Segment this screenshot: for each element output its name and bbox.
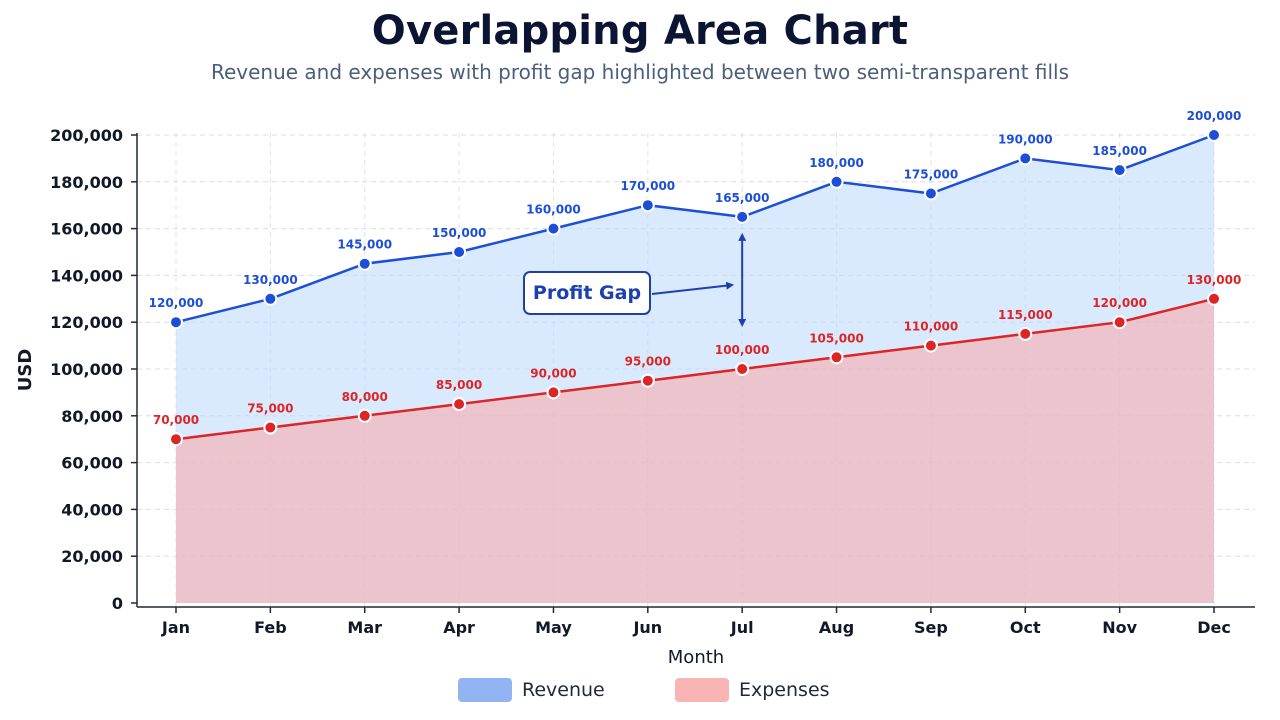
data-label-revenue: 180,000: [809, 156, 864, 170]
x-tick-label: Feb: [254, 618, 287, 637]
point-revenue: [923, 186, 938, 201]
profit-gap-callout: Profit Gap: [523, 271, 651, 315]
point-revenue: [735, 209, 750, 224]
point-revenue: [1018, 151, 1033, 166]
point-revenue: [1112, 163, 1127, 178]
point-expenses: [263, 420, 278, 435]
data-label-revenue: 120,000: [149, 296, 204, 310]
data-label-revenue: 165,000: [715, 191, 770, 205]
y-tick-label: 140,000: [50, 266, 123, 285]
data-label-expenses: 130,000: [1187, 273, 1242, 287]
y-tick-label: 80,000: [61, 407, 123, 426]
data-label-revenue: 160,000: [526, 203, 581, 217]
line-expenses: [175, 297, 1215, 441]
x-tick-label: Apr: [443, 618, 475, 637]
data-label-revenue: 130,000: [243, 273, 298, 287]
chart-legend: Revenue Expenses: [0, 678, 1280, 706]
data-label-expenses: 95,000: [625, 355, 671, 369]
data-label-expenses: 100,000: [715, 343, 770, 357]
point-revenue: [169, 315, 183, 330]
y-tick-label: 20,000: [61, 547, 123, 566]
point-expenses: [640, 373, 655, 388]
point-expenses: [1018, 326, 1033, 341]
y-tick-label: 200,000: [50, 126, 123, 145]
y-tick-label: 120,000: [50, 313, 123, 332]
data-label-revenue: 200,000: [1187, 109, 1242, 123]
point-expenses: [169, 432, 183, 447]
data-label-expenses: 70,000: [153, 413, 199, 427]
data-label-revenue: 170,000: [620, 179, 675, 193]
data-label-expenses: 85,000: [436, 378, 482, 392]
data-label-expenses: 75,000: [247, 402, 293, 416]
data-label-expenses: 120,000: [1092, 296, 1147, 310]
y-axis-title: USD: [15, 349, 36, 392]
x-tick-label: Jun: [632, 618, 662, 637]
y-tick-label: 0: [112, 594, 123, 613]
point-revenue: [452, 245, 467, 259]
point-revenue: [829, 174, 844, 189]
data-label-expenses: 110,000: [904, 320, 959, 334]
x-tick-label: Mar: [347, 618, 382, 637]
x-tick-label: Sep: [914, 618, 948, 637]
legend-swatch-expenses: [675, 678, 729, 702]
legend-label-expenses: Expenses: [739, 679, 830, 701]
x-axis-title: Month: [668, 647, 724, 668]
data-label-revenue: 145,000: [337, 238, 392, 252]
data-label-expenses: 105,000: [809, 331, 864, 345]
data-label-expenses: 115,000: [998, 308, 1053, 322]
point-revenue: [263, 291, 278, 306]
point-revenue: [640, 198, 655, 213]
point-expenses: [1112, 315, 1127, 330]
y-tick-label: 40,000: [61, 500, 123, 519]
y-tick-label: 60,000: [61, 454, 123, 473]
legend-item-revenue[interactable]: Revenue: [458, 678, 605, 702]
x-tick-label: Nov: [1102, 618, 1137, 637]
point-expenses: [546, 385, 561, 400]
data-label-revenue: 190,000: [998, 132, 1053, 146]
data-label-revenue: 185,000: [1092, 144, 1147, 158]
point-expenses: [357, 408, 372, 423]
y-tick-label: 160,000: [50, 220, 123, 239]
x-tick-label: Jan: [161, 618, 190, 637]
point-expenses: [829, 350, 844, 365]
legend-label-revenue: Revenue: [522, 679, 605, 701]
data-label-expenses: 90,000: [530, 366, 576, 380]
x-tick-label: May: [535, 618, 572, 637]
point-revenue: [357, 256, 372, 271]
callout-pointer-arrow: [651, 281, 735, 295]
point-expenses: [735, 362, 750, 376]
area-expenses: [176, 298, 1214, 603]
legend-item-expenses[interactable]: Expenses: [675, 678, 830, 702]
x-tick-label: Aug: [819, 618, 854, 637]
y-tick-label: 100,000: [50, 360, 123, 379]
x-tick-label: Jul: [730, 618, 754, 637]
y-tick-label: 180,000: [50, 173, 123, 192]
data-label-expenses: 80,000: [342, 390, 388, 404]
chart-subtitle: Revenue and expenses with profit gap hig…: [210, 60, 1070, 84]
point-revenue: [1207, 128, 1221, 142]
data-label-revenue: 175,000: [904, 168, 959, 182]
x-tick-label: Oct: [1010, 618, 1041, 637]
point-expenses: [1207, 291, 1221, 306]
point-expenses: [452, 397, 467, 412]
legend-swatch-revenue: [458, 678, 512, 702]
line-revenue: [175, 133, 1215, 324]
point-expenses: [923, 338, 938, 353]
chart-title: Overlapping Area Chart: [371, 8, 909, 54]
point-revenue: [546, 221, 561, 236]
x-tick-label: Dec: [1197, 618, 1231, 637]
data-label-revenue: 150,000: [432, 226, 487, 240]
